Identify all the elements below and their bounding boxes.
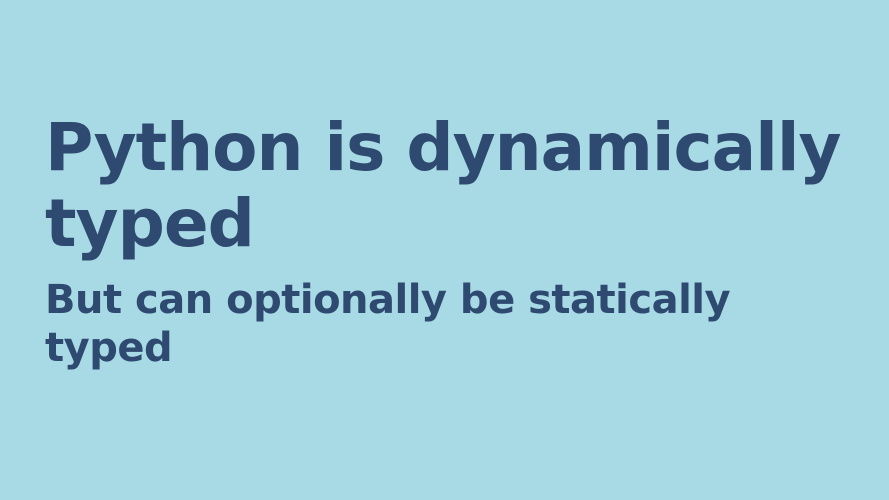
slide-subtitle: But can optionally be statically typed (45, 277, 731, 371)
slide-title: Python is dynamically typed (45, 109, 841, 262)
slide-content: Python is dynamically typed But can opti… (45, 110, 865, 372)
